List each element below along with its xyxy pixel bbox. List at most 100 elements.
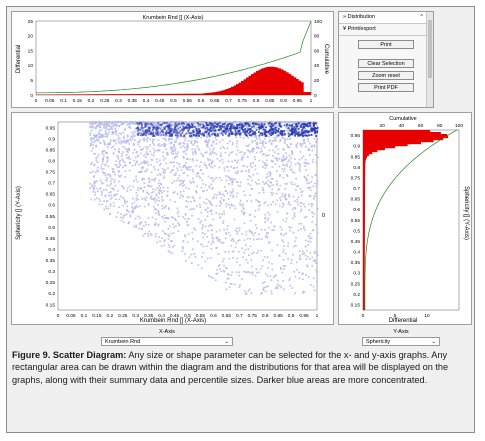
- scatter-point: [262, 181, 264, 183]
- scatter-point: [95, 124, 98, 127]
- scatter-point: [288, 279, 291, 282]
- scatter-point: [251, 147, 254, 150]
- y-distribution-bar: [363, 260, 365, 263]
- x-axis-select[interactable]: Krumbein Rnd ⌄: [101, 337, 233, 346]
- scatter-point-dense: [152, 135, 154, 137]
- scatter-point: [212, 187, 214, 189]
- scatter-point: [123, 121, 125, 124]
- scatter-point: [254, 168, 257, 171]
- scatter-x-tick-label: 0.65: [222, 313, 232, 319]
- scatter-point: [107, 146, 109, 149]
- scatter-point: [179, 184, 181, 186]
- scatter-point: [170, 146, 173, 148]
- scatter-chart[interactable]: Sphericity [] (Y-Axis) Krumbein Rnd [] (…: [12, 113, 333, 324]
- scatter-point: [169, 240, 172, 242]
- scatter-point-dense: [296, 125, 299, 128]
- zoom-reset-button[interactable]: Zoom reset: [358, 71, 414, 80]
- scatter-point: [278, 125, 281, 128]
- scatter-point: [143, 197, 146, 200]
- scatter-point-dense: [160, 124, 163, 127]
- scatter-point-dense: [192, 130, 194, 133]
- scatter-point-dense: [175, 129, 178, 131]
- scatter-point: [268, 226, 270, 229]
- x-distribution-bar: [248, 75, 252, 95]
- scatter-point: [275, 136, 278, 138]
- scatter-point: [95, 157, 97, 160]
- scatter-point: [210, 242, 213, 245]
- scatter-point: [303, 127, 306, 130]
- y-distribution-chart[interactable]: Cumulative Differential Sphericity [] (Y…: [339, 113, 471, 324]
- scatter-point: [288, 138, 291, 141]
- scatter-point: [108, 131, 111, 134]
- scatter-point: [142, 177, 144, 180]
- scatter-point: [266, 236, 269, 239]
- distribution-section[interactable]: » Distribution ^: [339, 12, 433, 24]
- scatter-point: [173, 157, 176, 160]
- scatter-point: [204, 260, 207, 263]
- scatter-point: [147, 223, 150, 226]
- print-export-section[interactable]: ¥ Print/export: [339, 24, 433, 36]
- scatter-point: [153, 178, 156, 181]
- scatter-point: [118, 137, 121, 140]
- scatter-point: [171, 246, 174, 248]
- scatter-point: [231, 183, 234, 186]
- scatter-point: [208, 225, 210, 227]
- scatter-point-dense: [246, 134, 248, 137]
- print-button[interactable]: Print: [358, 40, 414, 49]
- scatter-point: [278, 188, 281, 190]
- scatter-point: [113, 171, 115, 173]
- scatter-point: [110, 146, 113, 149]
- scatter-point: [207, 207, 209, 209]
- scatter-point: [280, 232, 282, 235]
- scatter-point: [221, 260, 224, 263]
- scatter-point: [239, 151, 241, 154]
- clear-selection-button[interactable]: Clear Selection: [358, 59, 414, 68]
- scatter-point: [158, 236, 160, 238]
- scatter-point: [236, 142, 238, 145]
- scatter-point: [127, 140, 130, 143]
- scatter-point: [171, 152, 174, 155]
- scatter-point: [270, 120, 273, 123]
- y-axis-select[interactable]: Sphericity ⌄: [362, 337, 440, 346]
- scatter-y-label: Sphericity [] (Y-Axis): [16, 186, 22, 240]
- scatter-point-dense: [205, 131, 207, 134]
- scatter-point: [270, 191, 272, 194]
- scatter-point: [244, 211, 246, 214]
- scatter-point: [287, 194, 290, 197]
- scatter-point: [149, 150, 152, 153]
- scatter-point-dense: [183, 123, 186, 125]
- x-distribution-chart[interactable]: Krumbein Rnd [] (X-Axis) Differential Cu…: [12, 12, 333, 107]
- y-cumulative-tick-label: 60: [418, 123, 424, 129]
- scrollbar-thumb[interactable]: [428, 20, 432, 78]
- scatter-point: [216, 246, 218, 249]
- print-pdf-button[interactable]: Print PDF: [358, 83, 414, 92]
- y-distribution-bar: [363, 138, 444, 141]
- scatter-point-dense: [245, 130, 247, 133]
- scatter-point: [257, 249, 260, 252]
- scatter-point: [275, 124, 277, 126]
- scatter-point: [185, 152, 187, 155]
- scatter-point: [289, 169, 292, 171]
- scatter-point: [275, 120, 277, 123]
- scatter-point: [108, 195, 110, 197]
- scatter-point: [310, 205, 313, 208]
- scatter-point: [114, 163, 116, 166]
- scatter-point-dense: [176, 135, 179, 137]
- scatter-point: [236, 233, 239, 235]
- scatter-point: [97, 138, 100, 141]
- scatter-point: [212, 141, 214, 144]
- scatter-point: [264, 221, 266, 223]
- scatter-point: [95, 139, 98, 142]
- x-distribution-bar: [296, 79, 299, 95]
- collapse-icon[interactable]: ^: [420, 14, 423, 20]
- scatter-point: [311, 125, 314, 128]
- scatter-point-dense: [214, 132, 216, 135]
- scatter-point: [284, 183, 287, 185]
- scatter-point: [283, 168, 286, 171]
- control-panel-scrollbar[interactable]: [426, 12, 433, 107]
- scatter-point: [238, 227, 241, 230]
- scatter-point-dense: [142, 126, 144, 129]
- scatter-point: [171, 138, 174, 141]
- scatter-point-dense: [301, 129, 304, 131]
- scatter-plot-area[interactable]: [57, 121, 318, 311]
